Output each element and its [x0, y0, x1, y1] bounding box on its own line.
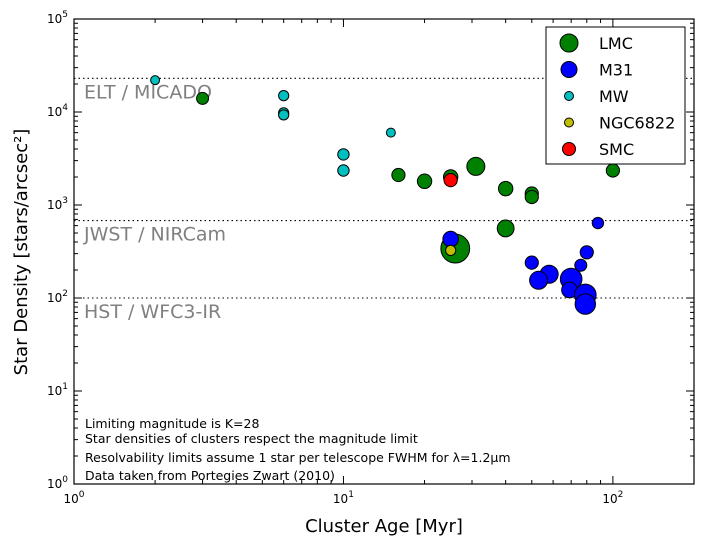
annotation-data-source: Data taken from Portegies Zwart (2010)	[85, 468, 335, 483]
annotation-block: Limiting magnitude is K=28 Star densitie…	[85, 416, 511, 483]
tick-label-exponent: 3	[62, 196, 68, 206]
legend-label-ngc6822: NGC6822	[599, 114, 675, 133]
point-mw	[278, 90, 290, 102]
tick-label-base: 10	[47, 477, 62, 491]
point-lmc	[416, 173, 433, 189]
tick-label-base: 10	[47, 12, 62, 26]
tick-label-exponent: 4	[62, 103, 68, 113]
tick-label-exponent: 2	[62, 289, 68, 299]
limit-label: HST / WFC3-IR	[84, 301, 221, 323]
point-mw	[150, 75, 161, 86]
tick-label-base: 10	[47, 291, 62, 305]
point-lmc	[196, 91, 210, 105]
legend-label-lmc: LMC	[599, 34, 633, 53]
point-mw	[385, 127, 396, 138]
annotation-limiting-magnitude: Limiting magnitude is K=28	[85, 416, 259, 431]
tick-label: 102	[602, 490, 623, 506]
legend-marker-mw	[564, 91, 574, 101]
data-points	[150, 75, 620, 315]
point-ngc6822	[445, 244, 457, 256]
limit-label: ELT / MICADO	[84, 81, 212, 103]
annotation-density-note: Star densities of clusters respect the m…	[85, 431, 418, 446]
tick-label: 102	[47, 289, 68, 305]
tick-label-base: 10	[47, 105, 62, 119]
tick-label-base: 10	[602, 492, 617, 506]
tick-label: 100	[47, 475, 68, 491]
point-lmc	[524, 189, 539, 205]
point-m31	[442, 230, 459, 248]
point-m31	[574, 293, 597, 315]
point-mw	[278, 109, 290, 121]
plot-frame	[73, 18, 695, 485]
tick-label-exponent: 5	[62, 10, 68, 20]
point-m31	[579, 245, 594, 260]
legend-label-m31: M31	[599, 61, 633, 80]
legend-marker-lmc	[559, 33, 579, 53]
point-lmc	[497, 180, 514, 197]
x-axis-label: Cluster Age [Myr]	[305, 516, 463, 537]
point-lmc	[466, 156, 486, 176]
tick-label-base: 10	[63, 492, 78, 506]
point-mw	[337, 148, 350, 161]
tick-label-base: 10	[47, 198, 62, 212]
tick-label-base: 10	[333, 492, 348, 506]
tick-label-exponent: 1	[62, 382, 68, 392]
point-m31	[591, 216, 605, 230]
point-m31	[574, 258, 588, 272]
point-m31	[529, 270, 549, 290]
tick-label: 104	[47, 103, 68, 119]
annotation-resolvability-note: Resolvability limits assume 1 star per t…	[85, 450, 511, 465]
tick-label: 103	[47, 196, 68, 212]
point-mw	[337, 164, 350, 177]
point-m31	[524, 255, 539, 270]
tick-label-exponent: 0	[79, 490, 85, 500]
telescope-limit-lines: ELT / MICADO JWST / NIRCam HST / WFC3-IR	[74, 77, 694, 323]
limit-label: JWST / NIRCam	[83, 224, 226, 246]
tick-label: 100	[63, 490, 84, 506]
tick-label: 101	[333, 490, 354, 506]
point-lmc	[496, 219, 515, 238]
legend-marker-ngc6822	[564, 117, 574, 128]
y-axis-label: Star Density [stars/arcsec²]	[11, 129, 32, 376]
point-smc	[443, 173, 458, 188]
legend-label-mw: MW	[599, 87, 629, 106]
tick-label: 105	[47, 10, 68, 26]
tick-label-base: 10	[47, 384, 62, 398]
tick-label-exponent: 0	[62, 475, 68, 485]
legend-marker-m31	[560, 61, 578, 78]
tick-label-exponent: 1	[348, 490, 354, 500]
tick-label-exponent: 2	[618, 490, 624, 500]
point-lmc	[605, 163, 620, 178]
tick-label: 101	[47, 382, 68, 398]
legend-marker-smc	[562, 142, 576, 156]
legend: LMC M31 MW NGC6822 SMC	[545, 26, 686, 165]
legend-label-smc: SMC	[599, 140, 634, 159]
point-lmc	[391, 167, 406, 183]
